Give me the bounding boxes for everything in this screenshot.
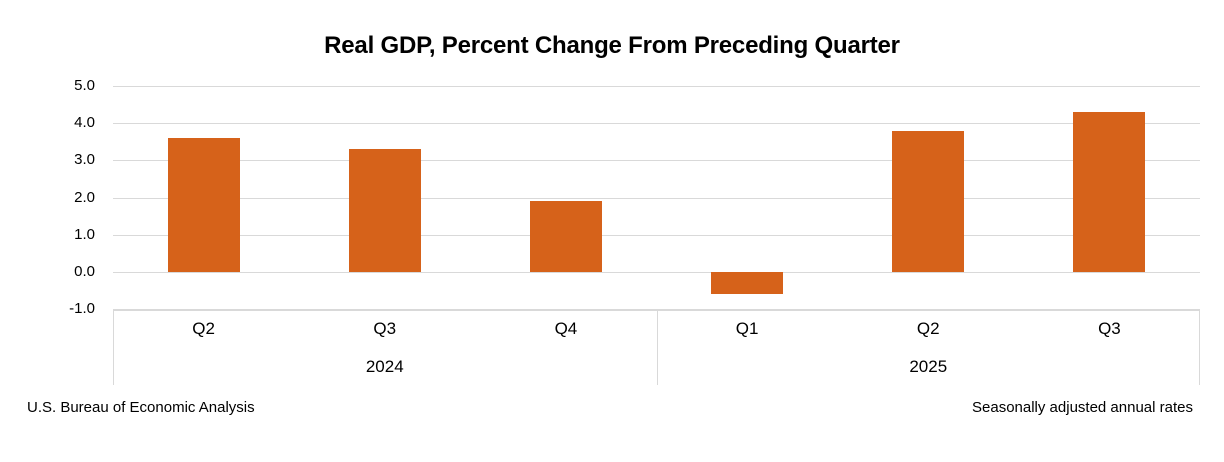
x-tick-label: Q3	[373, 319, 397, 338]
bar-2025-q2	[892, 130, 965, 272]
x-group-label: 2025	[909, 357, 948, 376]
y-tick-label: -1.0	[69, 300, 95, 318]
bar-2024-q2	[167, 138, 240, 272]
gridline	[113, 197, 1200, 199]
x-axis-category-box: Q2 Q3 Q4 2024 Q1 Q2 Q3 2025	[113, 310, 1200, 385]
x-axis-group-2025: Q1 Q2 Q3 2025	[657, 311, 1201, 385]
bar-2024-q4	[529, 201, 602, 272]
x-tick-label: Q2	[916, 319, 940, 338]
x-group-label: 2024	[365, 357, 404, 376]
y-tick-label: 4.0	[74, 114, 95, 132]
x-tick-label: Q1	[735, 319, 759, 338]
chart-title: Real GDP, Percent Change From Preceding …	[324, 32, 900, 59]
bar-2025-q3	[1073, 112, 1146, 272]
gridline	[113, 160, 1200, 162]
adjustment-note: Seasonally adjusted annual rates	[972, 399, 1193, 416]
gridline	[113, 234, 1200, 236]
quarter-label-row: Q2 Q3 Q4	[113, 319, 657, 339]
source-note: U.S. Bureau of Economic Analysis	[27, 399, 255, 416]
gridline	[113, 309, 1200, 311]
axis-box-divider	[656, 311, 658, 385]
x-tick-label: Q4	[554, 319, 578, 338]
y-tick-label: 3.0	[74, 151, 95, 169]
y-tick-label: 5.0	[74, 77, 95, 94]
gridline	[113, 86, 1200, 87]
y-tick-label: 1.0	[74, 225, 95, 243]
gridline	[113, 123, 1200, 125]
y-tick-label: 0.0	[74, 263, 95, 280]
gridline	[113, 272, 1200, 273]
bar-2025-q1	[711, 272, 784, 295]
axis-box-divider	[113, 311, 114, 385]
y-tick-label: 2.0	[74, 188, 95, 206]
axis-box-divider	[1199, 311, 1200, 385]
x-axis-group-2024: Q2 Q3 Q4 2024	[113, 311, 657, 385]
quarter-label-row: Q1 Q2 Q3	[657, 319, 1201, 339]
x-tick-label: Q2	[192, 319, 215, 338]
x-tick-label: Q3	[1098, 319, 1121, 338]
bar-2024-q3	[348, 149, 421, 272]
